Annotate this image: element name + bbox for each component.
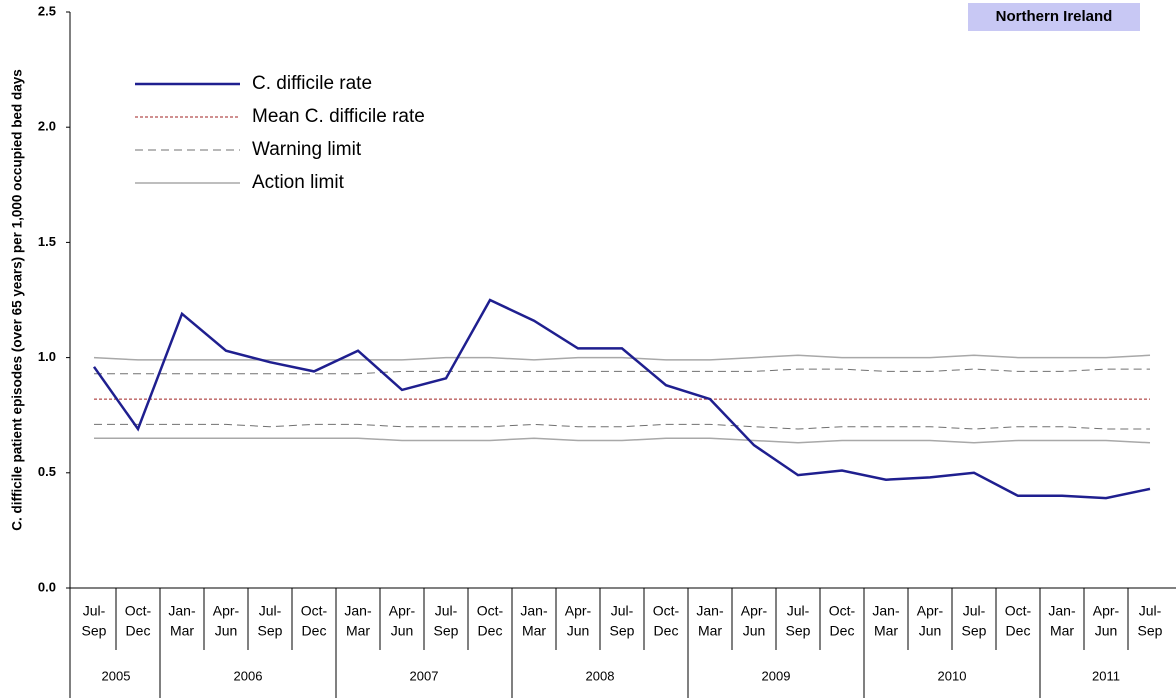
x-tick-label: Apr- [1093, 603, 1120, 619]
region-label: Northern Ireland [996, 8, 1113, 25]
year-label: 2006 [234, 668, 263, 683]
x-tick-label: Jan- [344, 603, 372, 619]
year-label: 2009 [762, 668, 791, 683]
x-tick-label: Sep [1138, 623, 1163, 639]
x-tick-label: Oct- [301, 603, 328, 619]
x-tick-label: Mar [874, 623, 898, 639]
x-tick-label: Oct- [1005, 603, 1032, 619]
legend-label: Action limit [252, 172, 345, 193]
x-tick-label: Jun [1095, 623, 1118, 639]
region-box [968, 3, 1140, 31]
legend-label: C. difficile rate [252, 73, 372, 94]
x-tick-label: Dec [1006, 623, 1031, 639]
y-tick-label: 1.5 [38, 234, 56, 249]
x-tick-label: Jul- [435, 603, 458, 619]
x-tick-label: Jun [743, 623, 766, 639]
line [94, 423, 1150, 430]
y-tick-label: 1.0 [38, 349, 56, 364]
x-tick-label: Apr- [389, 603, 416, 619]
x-tick-label: Jul- [611, 603, 634, 619]
x-tick-label: Mar [1050, 623, 1074, 639]
x-tick-label: Jan- [872, 603, 900, 619]
x-tick-label: Apr- [741, 603, 768, 619]
year-label: 2011 [1092, 668, 1120, 683]
x-tick-label: Oct- [653, 603, 680, 619]
x-tick-label: Sep [82, 623, 107, 639]
x-tick-label: Jul- [259, 603, 282, 619]
x-tick-label: Jan- [696, 603, 724, 619]
x-tick-label: Sep [962, 623, 987, 639]
x-tick-label: Apr- [213, 603, 240, 619]
x-tick-label: Jun [215, 623, 238, 639]
x-tick-label: Oct- [477, 603, 504, 619]
year-label: 2007 [410, 668, 439, 683]
x-tick-label: Jan- [520, 603, 548, 619]
x-tick-label: Jul- [83, 603, 106, 619]
y-tick-label: 0.0 [38, 579, 56, 594]
y-axis-label: C. difficile patient episodes (over 65 y… [10, 69, 25, 530]
x-tick-label: Jun [567, 623, 590, 639]
x-tick-label: Jun [391, 623, 414, 639]
x-tick-label: Jan- [168, 603, 196, 619]
x-tick-label: Apr- [565, 603, 592, 619]
x-tick-label: Dec [478, 623, 503, 639]
x-tick-label: Mar [522, 623, 546, 639]
y-tick-label: 2.5 [38, 3, 56, 18]
x-tick-label: Jul- [1139, 603, 1162, 619]
legend-label: Mean C. difficile rate [252, 106, 425, 127]
x-tick-label: Dec [126, 623, 151, 639]
year-label: 2008 [586, 668, 615, 683]
year-label: 2010 [938, 668, 967, 683]
x-tick-label: Apr- [917, 603, 944, 619]
x-tick-label: Jul- [963, 603, 986, 619]
y-tick-label: 2.0 [38, 119, 56, 134]
x-tick-label: Dec [830, 623, 855, 639]
x-tick-label: Dec [302, 623, 327, 639]
line [94, 437, 1151, 444]
year-label: 2005 [102, 668, 131, 683]
x-tick-label: Jan- [1048, 603, 1076, 619]
x-tick-label: Sep [258, 623, 283, 639]
y-tick-label: 0.5 [38, 464, 56, 479]
x-tick-label: Sep [786, 623, 811, 639]
x-tick-label: Mar [346, 623, 370, 639]
line [94, 368, 1150, 375]
x-tick-label: Jul- [787, 603, 810, 619]
line [93, 354, 1151, 361]
x-tick-label: Oct- [829, 603, 856, 619]
x-tick-label: Sep [434, 623, 459, 639]
x-tick-label: Oct- [125, 603, 152, 619]
x-tick-label: Sep [610, 623, 635, 639]
x-tick-label: Jun [919, 623, 942, 639]
x-tick-label: Mar [698, 623, 722, 639]
x-tick-label: Dec [654, 623, 679, 639]
x-tick-label: Mar [170, 623, 194, 639]
line [92, 298, 1151, 500]
legend-label: Warning limit [252, 139, 362, 160]
